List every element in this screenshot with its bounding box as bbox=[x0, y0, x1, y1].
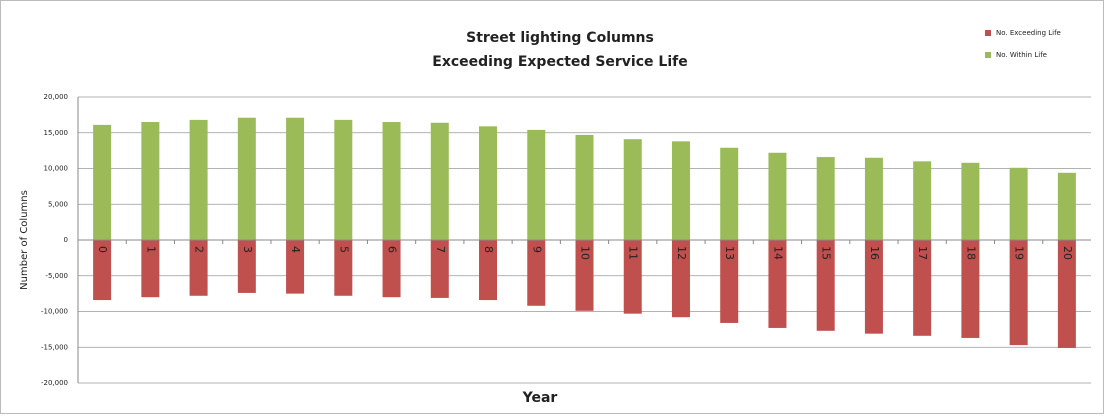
bar bbox=[816, 240, 835, 331]
x-axis-label: Year bbox=[522, 390, 558, 406]
x-tick-label: 8 bbox=[482, 246, 495, 253]
x-tick-label: 14 bbox=[771, 246, 784, 260]
bar bbox=[864, 157, 883, 240]
bar bbox=[768, 152, 787, 240]
bar bbox=[382, 122, 401, 240]
x-tick-label: 19 bbox=[1013, 246, 1026, 260]
bar bbox=[286, 117, 305, 240]
bar bbox=[334, 240, 353, 296]
x-tick-label: 1 bbox=[144, 246, 157, 253]
x-tick-label: 16 bbox=[868, 246, 881, 260]
bar bbox=[575, 240, 594, 311]
y-tick-label: 20,000 bbox=[44, 93, 69, 101]
bar bbox=[189, 240, 208, 296]
y-tick-label: -10,000 bbox=[41, 308, 68, 316]
x-tick-label: 7 bbox=[434, 246, 447, 253]
bar bbox=[1057, 172, 1076, 240]
bar bbox=[961, 240, 980, 338]
x-tick-label: 15 bbox=[820, 246, 833, 260]
bar bbox=[527, 129, 546, 240]
bar bbox=[479, 240, 498, 301]
bar bbox=[623, 139, 642, 240]
y-tick-label: -20,000 bbox=[41, 379, 68, 387]
bar bbox=[913, 240, 932, 336]
y-tick-label: 10,000 bbox=[44, 165, 69, 173]
y-tick-label: 0 bbox=[64, 236, 68, 244]
bar bbox=[816, 157, 835, 240]
x-tick-label: 9 bbox=[530, 246, 543, 253]
bar bbox=[479, 126, 498, 240]
bar bbox=[1009, 167, 1028, 240]
bar bbox=[1009, 240, 1028, 346]
bar bbox=[527, 240, 546, 306]
x-tick-label: 20 bbox=[1061, 246, 1074, 260]
x-tick-label: 5 bbox=[337, 246, 350, 253]
bar bbox=[334, 119, 353, 240]
bar bbox=[671, 141, 690, 240]
x-tick-label: 2 bbox=[193, 246, 206, 253]
x-tick-label: 0 bbox=[96, 246, 109, 253]
legend-swatch bbox=[985, 30, 991, 36]
bar bbox=[189, 119, 208, 240]
bar bbox=[671, 240, 690, 318]
x-tick-label: 3 bbox=[241, 246, 254, 253]
bar bbox=[93, 124, 112, 240]
x-tick-label: 17 bbox=[916, 246, 929, 260]
x-tick-label: 13 bbox=[723, 246, 736, 260]
x-tick-label: 4 bbox=[289, 246, 302, 253]
bar bbox=[720, 147, 739, 240]
y-tick-label: 15,000 bbox=[44, 129, 69, 137]
chart-title: Street lighting Columns bbox=[466, 30, 654, 46]
x-tick-label: 10 bbox=[579, 246, 592, 260]
y-axis-label: Number of Columns bbox=[19, 190, 30, 290]
legend-label: No. Within Life bbox=[996, 51, 1047, 59]
x-tick-label: 12 bbox=[675, 246, 688, 260]
bar bbox=[623, 240, 642, 314]
y-tick-label: -5,000 bbox=[45, 272, 68, 280]
y-tick-label: 5,000 bbox=[48, 200, 68, 208]
legend-label: No. Exceeding Life bbox=[996, 29, 1061, 37]
legend-swatch bbox=[985, 52, 991, 58]
chart-subtitle: Exceeding Expected Service Life bbox=[432, 54, 687, 70]
bar bbox=[237, 240, 256, 293]
bar bbox=[93, 240, 112, 301]
bar bbox=[286, 240, 305, 294]
bar bbox=[961, 162, 980, 240]
bar bbox=[575, 134, 594, 240]
bar bbox=[768, 240, 787, 328]
bar bbox=[141, 240, 160, 298]
bar bbox=[864, 240, 883, 334]
bar bbox=[141, 122, 160, 240]
x-tick-label: 11 bbox=[627, 246, 640, 260]
bar bbox=[720, 240, 739, 323]
bar bbox=[913, 161, 932, 240]
x-tick-label: 6 bbox=[386, 246, 399, 253]
bar bbox=[430, 240, 449, 298]
bar bbox=[430, 122, 449, 240]
bar bbox=[1057, 240, 1076, 348]
y-tick-label: -15,000 bbox=[41, 343, 68, 351]
x-tick-label: 18 bbox=[964, 246, 977, 260]
bar bbox=[237, 117, 256, 240]
bar bbox=[382, 240, 401, 298]
